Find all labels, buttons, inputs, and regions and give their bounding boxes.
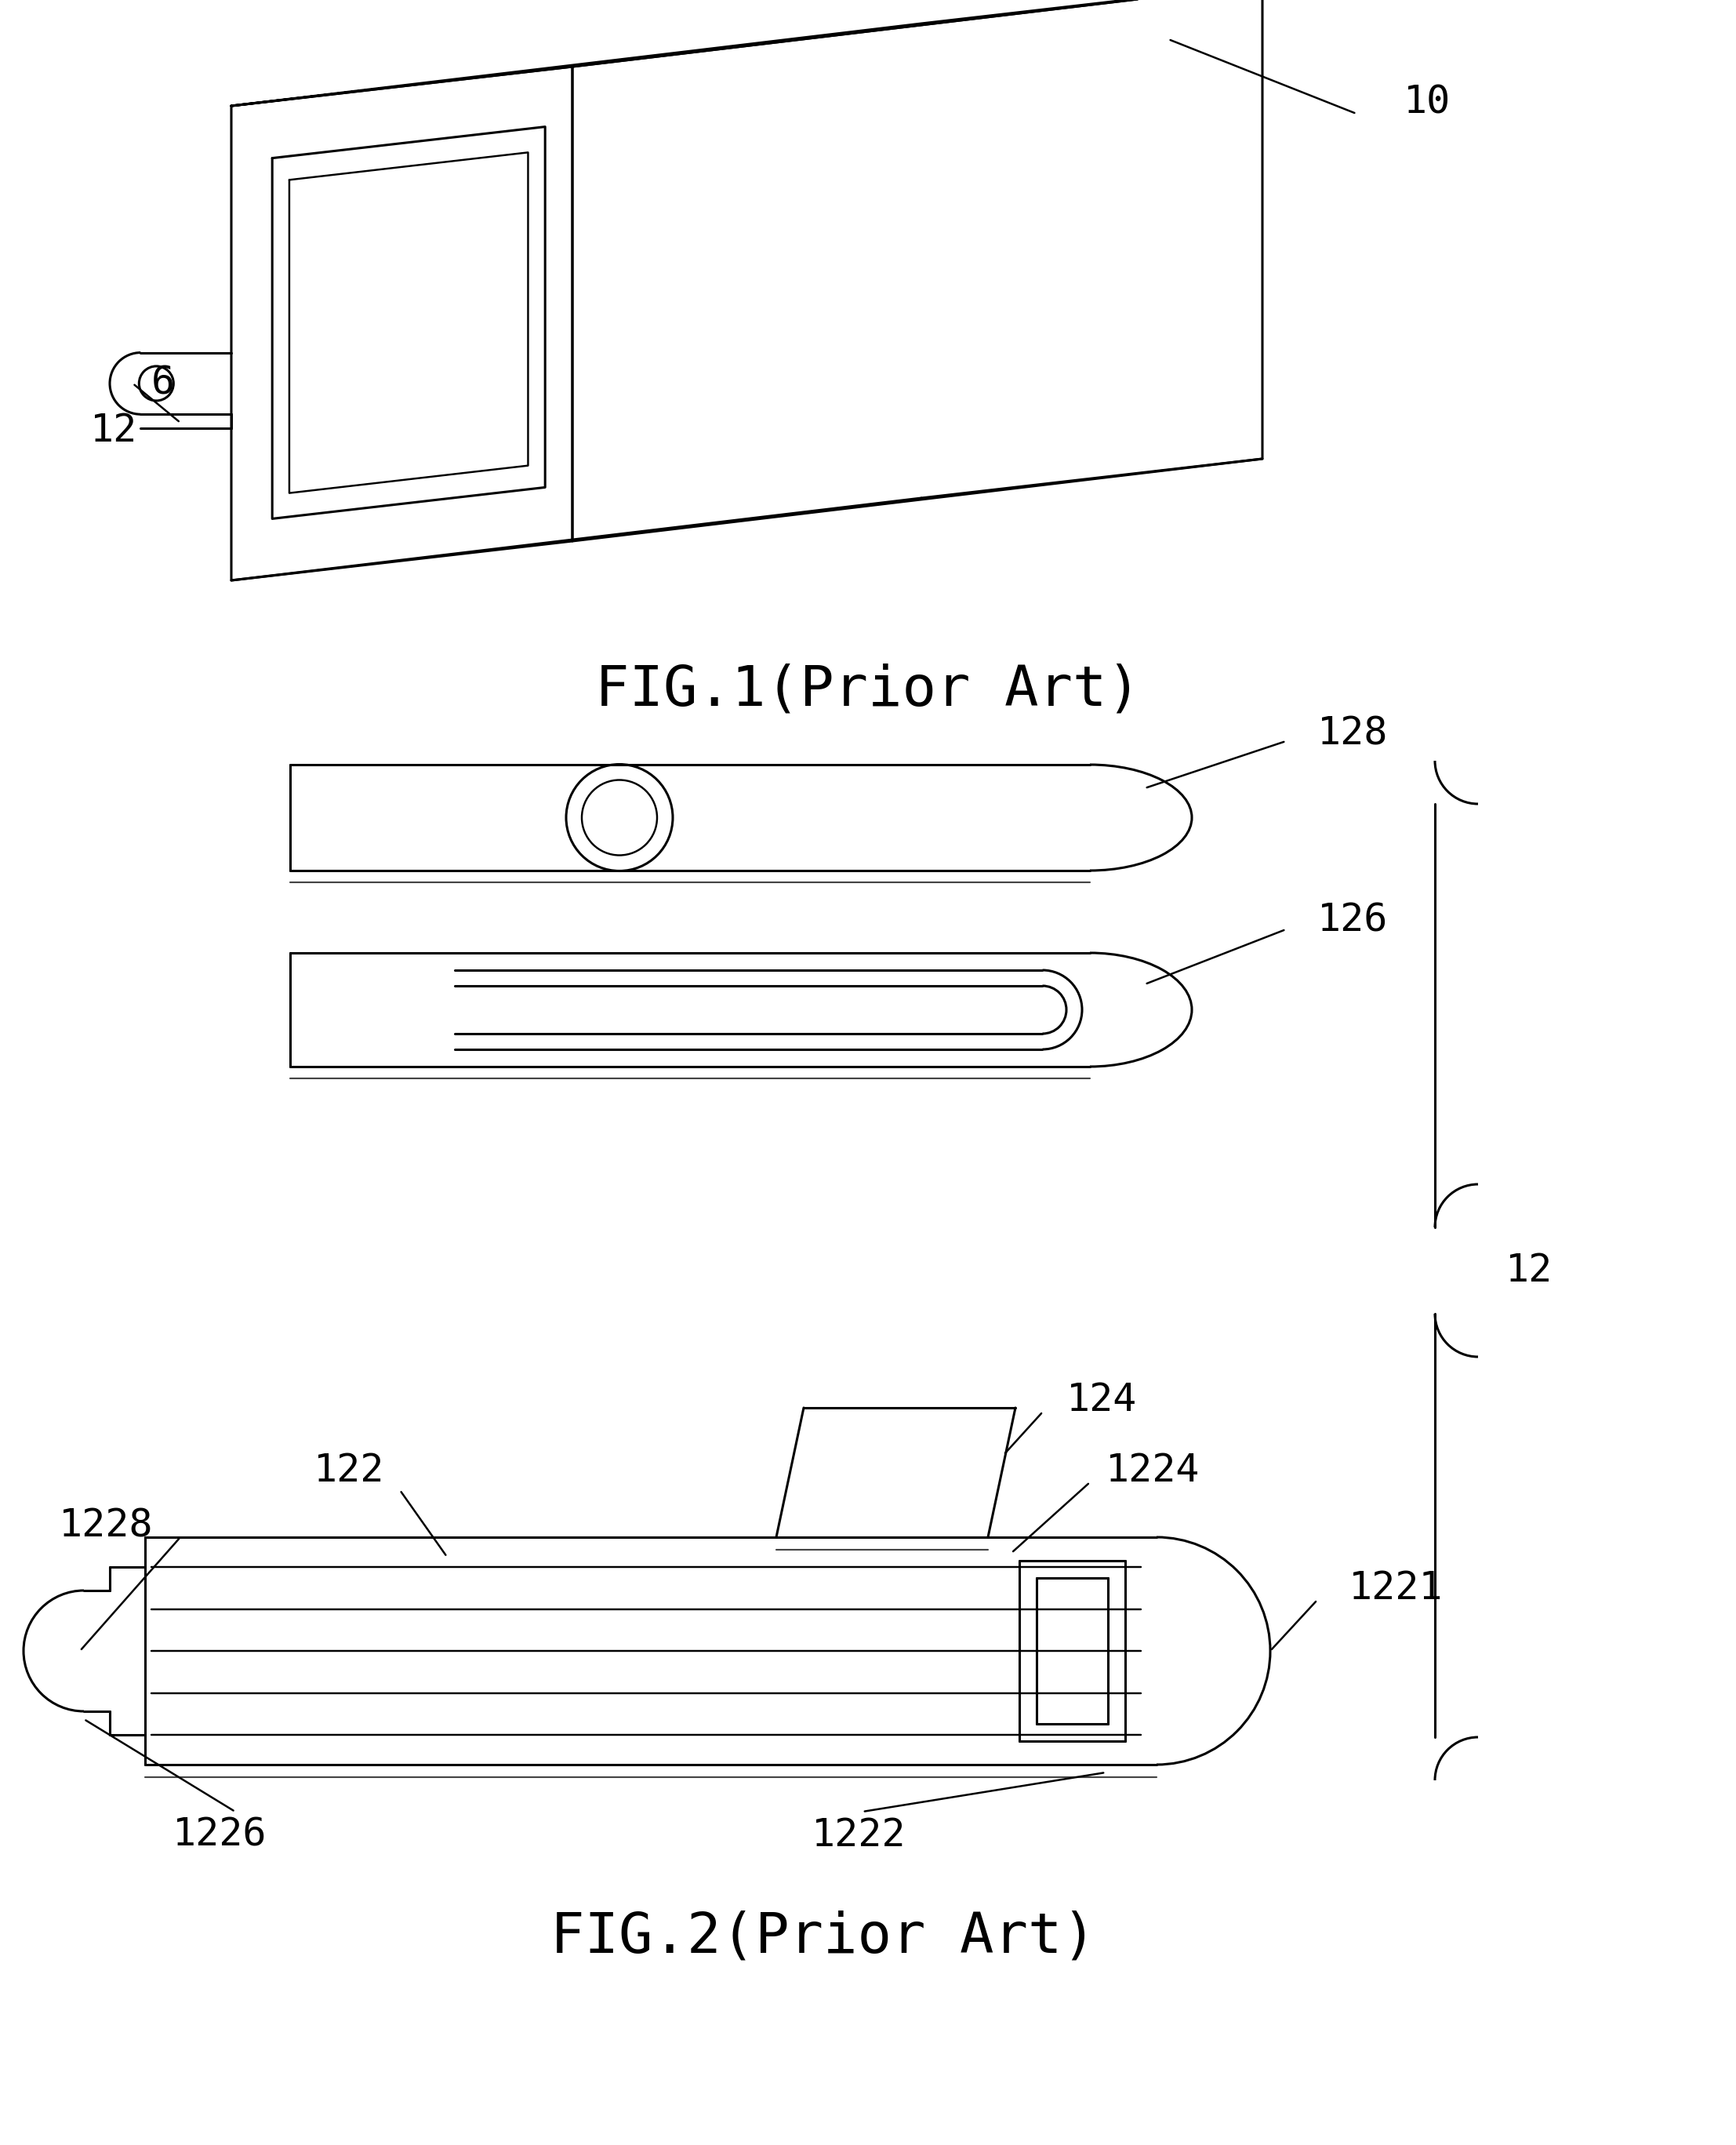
Text: 10: 10 [1403, 84, 1451, 120]
Text: FIG.2(Prior Art): FIG.2(Prior Art) [550, 1909, 1095, 1965]
Text: 12: 12 [1505, 1253, 1552, 1289]
Text: 122: 122 [312, 1452, 384, 1489]
Text: 124: 124 [1066, 1381, 1137, 1418]
Text: 128: 128 [1318, 714, 1389, 753]
Text: 126: 126 [1318, 901, 1389, 940]
Text: 6: 6 [151, 365, 174, 403]
Text: FIG.1(Prior Art): FIG.1(Prior Art) [595, 663, 1141, 716]
Text: 12: 12 [90, 412, 137, 448]
Text: 1222: 1222 [811, 1817, 906, 1853]
Text: 1224: 1224 [1106, 1452, 1200, 1489]
Text: 1221: 1221 [1349, 1570, 1443, 1607]
Text: 1226: 1226 [172, 1817, 267, 1853]
Text: 1228: 1228 [59, 1506, 153, 1544]
